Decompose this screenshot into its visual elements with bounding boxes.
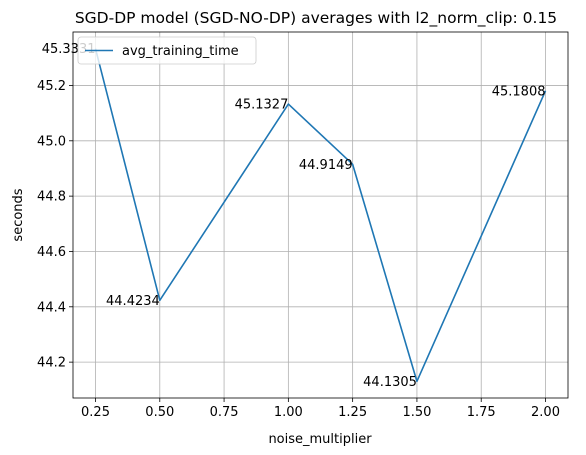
- x-tick-label: 1.50: [402, 405, 431, 420]
- legend: avg_training_time: [77, 36, 257, 65]
- x-tick-label: 2.00: [531, 405, 560, 420]
- x-tick-label: 0.50: [145, 405, 174, 420]
- x-tick-label: 0.25: [81, 405, 110, 420]
- plot-frame: [72, 31, 569, 399]
- y-tick-label: 45.2: [37, 79, 66, 94]
- y-tick-label: 45.0: [37, 134, 66, 149]
- data-label: 44.4234: [106, 294, 160, 309]
- y-tick-label: 44.2: [37, 356, 66, 371]
- grid-lines: [73, 32, 568, 398]
- data-label: 45.1808: [492, 84, 546, 99]
- x-axis-label: noise_multiplier: [268, 432, 372, 447]
- y-tick-label: 44.6: [37, 245, 66, 260]
- x-tick-label: 1.00: [274, 405, 303, 420]
- data-label: 44.1305: [363, 375, 417, 390]
- data-label: 45.1327: [235, 98, 289, 113]
- legend-box: [77, 36, 257, 65]
- y-tick-label: 44.8: [37, 190, 66, 205]
- chart-title: SGD-DP model (SGD-NO-DP) averages with l…: [75, 9, 557, 28]
- y-axis-label: seconds: [11, 188, 26, 241]
- data-labels: 45.333144.423445.132744.914944.130545.18…: [42, 42, 546, 390]
- x-tick-label: 1.75: [467, 405, 496, 420]
- series-layer: [94, 48, 547, 383]
- x-tick-label: 0.75: [210, 405, 239, 420]
- y-axis-ticks: 44.2 44.4 44.6 44.8 45.0 45.2: [37, 79, 73, 371]
- series-line-avg-training-time: [94, 48, 547, 383]
- legend-label: avg_training_time: [122, 44, 239, 59]
- x-tick-label: 1.25: [338, 405, 367, 420]
- data-label: 44.9149: [299, 158, 353, 173]
- y-tick-label: 44.4: [37, 300, 66, 315]
- x-axis-ticks: 0.25 0.50 0.75 1.00 1.25 1.50 1.75 2.00: [81, 398, 560, 420]
